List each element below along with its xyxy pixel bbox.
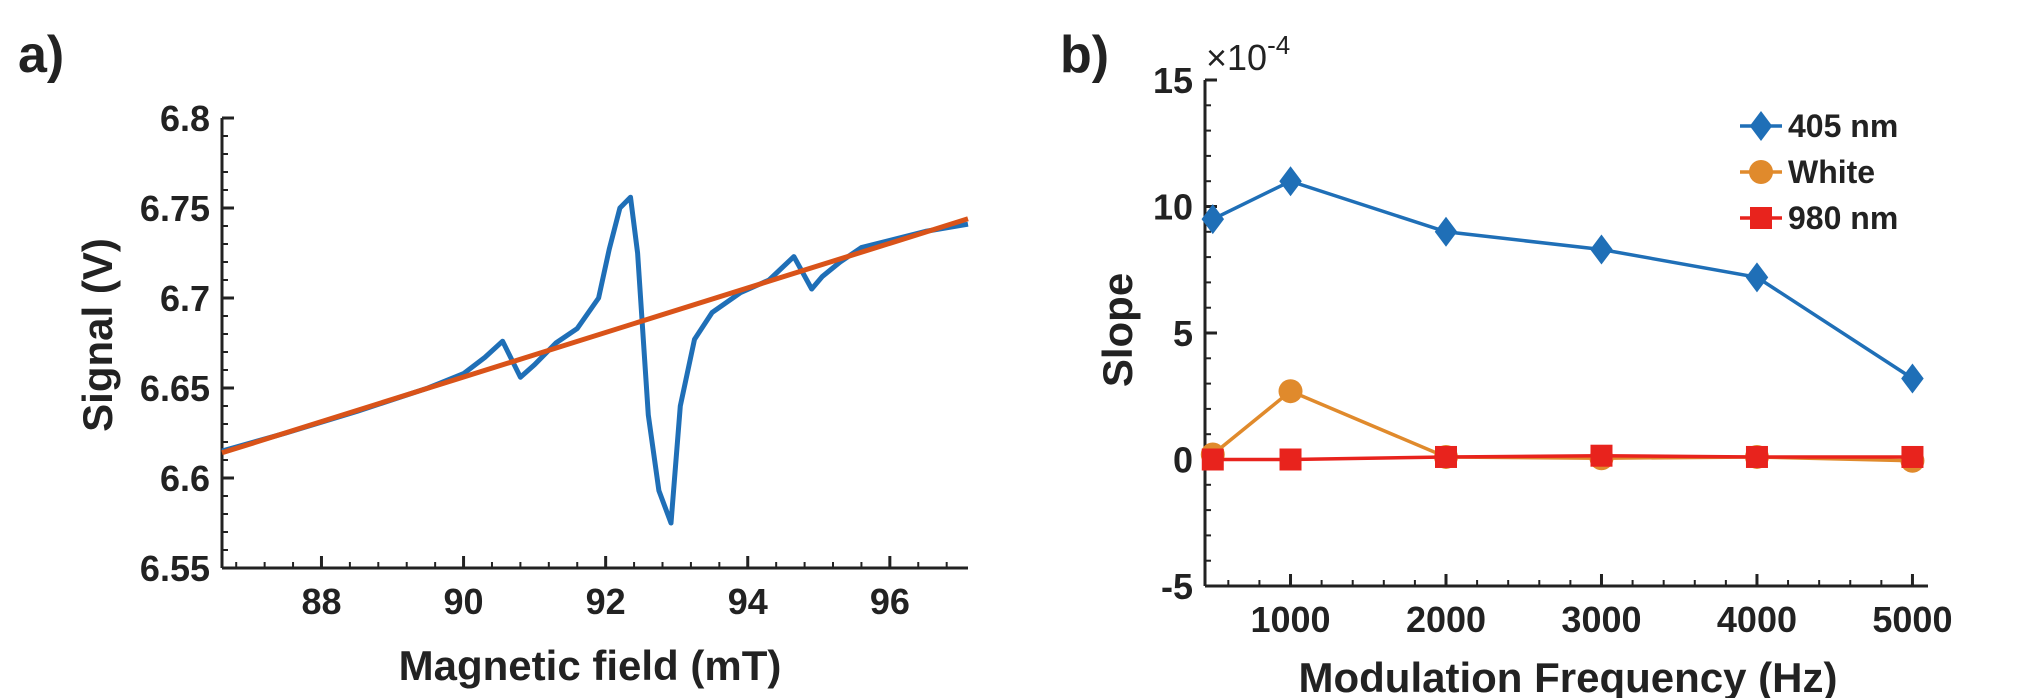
panel-b-multiplier-exp: -4 bbox=[1267, 30, 1290, 60]
legend-label-405-nm: 405 nm bbox=[1788, 108, 1898, 144]
panel-a-y-tick-label: 6.55 bbox=[140, 548, 210, 589]
legend-label-white: White bbox=[1788, 154, 1875, 190]
panel-a-y-tick-label: 6.65 bbox=[140, 368, 210, 409]
panel-a-y-tick-label: 6.8 bbox=[160, 98, 210, 139]
panel-b-point-405-nm bbox=[1201, 204, 1225, 235]
legend-marker-white bbox=[1749, 160, 1773, 184]
panel-b-point-405-nm bbox=[1434, 216, 1458, 247]
panel-b-ylabel: Slope bbox=[1094, 273, 1141, 387]
panel-b-line-405-nm bbox=[1212, 179, 1914, 380]
panel-b-x-tick-label: 2000 bbox=[1406, 599, 1486, 640]
panel-b-y-tick-label: 15 bbox=[1153, 60, 1193, 101]
panel-b-axes: 1000 2000 3000 4000 5000 -5 0 5 10 15 bbox=[1153, 60, 1953, 640]
panel-b-point-980-nm bbox=[1279, 448, 1302, 471]
panel-a-y-tick-label: 6.7 bbox=[160, 278, 210, 319]
legend-marker-405-nm bbox=[1749, 111, 1773, 141]
panel-b-point-405-nm bbox=[1745, 262, 1769, 293]
panel-b-x-tick-label: 1000 bbox=[1250, 599, 1330, 640]
panel-b-point-405-nm bbox=[1590, 234, 1613, 265]
panel-b-label: b) bbox=[1060, 26, 1109, 84]
panel-b-point-980-nm bbox=[1745, 445, 1768, 468]
panel-b-point-980-nm bbox=[1435, 445, 1457, 468]
panel-a-y-tick-label: 6.75 bbox=[140, 188, 210, 229]
panel-a-ylabel: Signal (V) bbox=[74, 238, 121, 432]
panel-b-line-980-nm bbox=[1212, 453, 1913, 462]
panel-b-xlabel: Modulation Frequency (Hz) bbox=[1299, 654, 1838, 698]
panel-a-x-tick-label: 94 bbox=[728, 581, 768, 622]
panel-b-point-white bbox=[1278, 379, 1303, 404]
panel-b-line-white bbox=[1211, 389, 1913, 463]
panel-a-xlabel: Magnetic field (mT) bbox=[399, 642, 782, 689]
panel-b-y-tick-label: 10 bbox=[1153, 187, 1193, 228]
panel-a-label: a) bbox=[18, 26, 64, 84]
panel-b-point-980-nm bbox=[1590, 444, 1613, 467]
legend-marker-980-nm bbox=[1750, 207, 1772, 229]
panel-b-x-tick-label: 4000 bbox=[1717, 599, 1797, 640]
legend-label-980-nm: 980 nm bbox=[1788, 200, 1898, 236]
panel-a-series-fit bbox=[221, 216, 969, 456]
panel-a-x-tick-label: 88 bbox=[301, 581, 341, 622]
panel-b-point-405-nm bbox=[1901, 363, 1924, 394]
panel-b-x-tick-label: 5000 bbox=[1872, 599, 1952, 640]
panel-b-point-980-nm bbox=[1901, 445, 1924, 468]
panel-a-x-tick-label: 90 bbox=[444, 581, 484, 622]
panel-a-x-tick-label: 96 bbox=[870, 581, 910, 622]
panel-b-y-tick-label: 5 bbox=[1173, 313, 1193, 354]
panel-b-point-980-nm bbox=[1201, 448, 1224, 471]
panel-a-y-tick-label: 6.6 bbox=[160, 458, 210, 499]
panel-b-legend: 405 nm White 980 nm bbox=[1740, 108, 1898, 236]
panel-b-point-405-nm bbox=[1279, 166, 1302, 197]
panel-a-axes: 88 90 92 94 96 6.55 6.6 6.65 6.7 6.75 6.8 bbox=[140, 98, 969, 622]
panel-b-y-tick-label: -5 bbox=[1161, 566, 1193, 607]
panel-b-multiplier-base: ×10 bbox=[1206, 37, 1267, 78]
panel-b-x-tick-label: 3000 bbox=[1561, 599, 1641, 640]
panel-b-multiplier: ×10-4 bbox=[1206, 30, 1290, 78]
panel-a-series-signal bbox=[221, 194, 969, 526]
panel-a-x-tick-label: 92 bbox=[586, 581, 626, 622]
panel-b-y-tick-label: 0 bbox=[1173, 440, 1193, 481]
